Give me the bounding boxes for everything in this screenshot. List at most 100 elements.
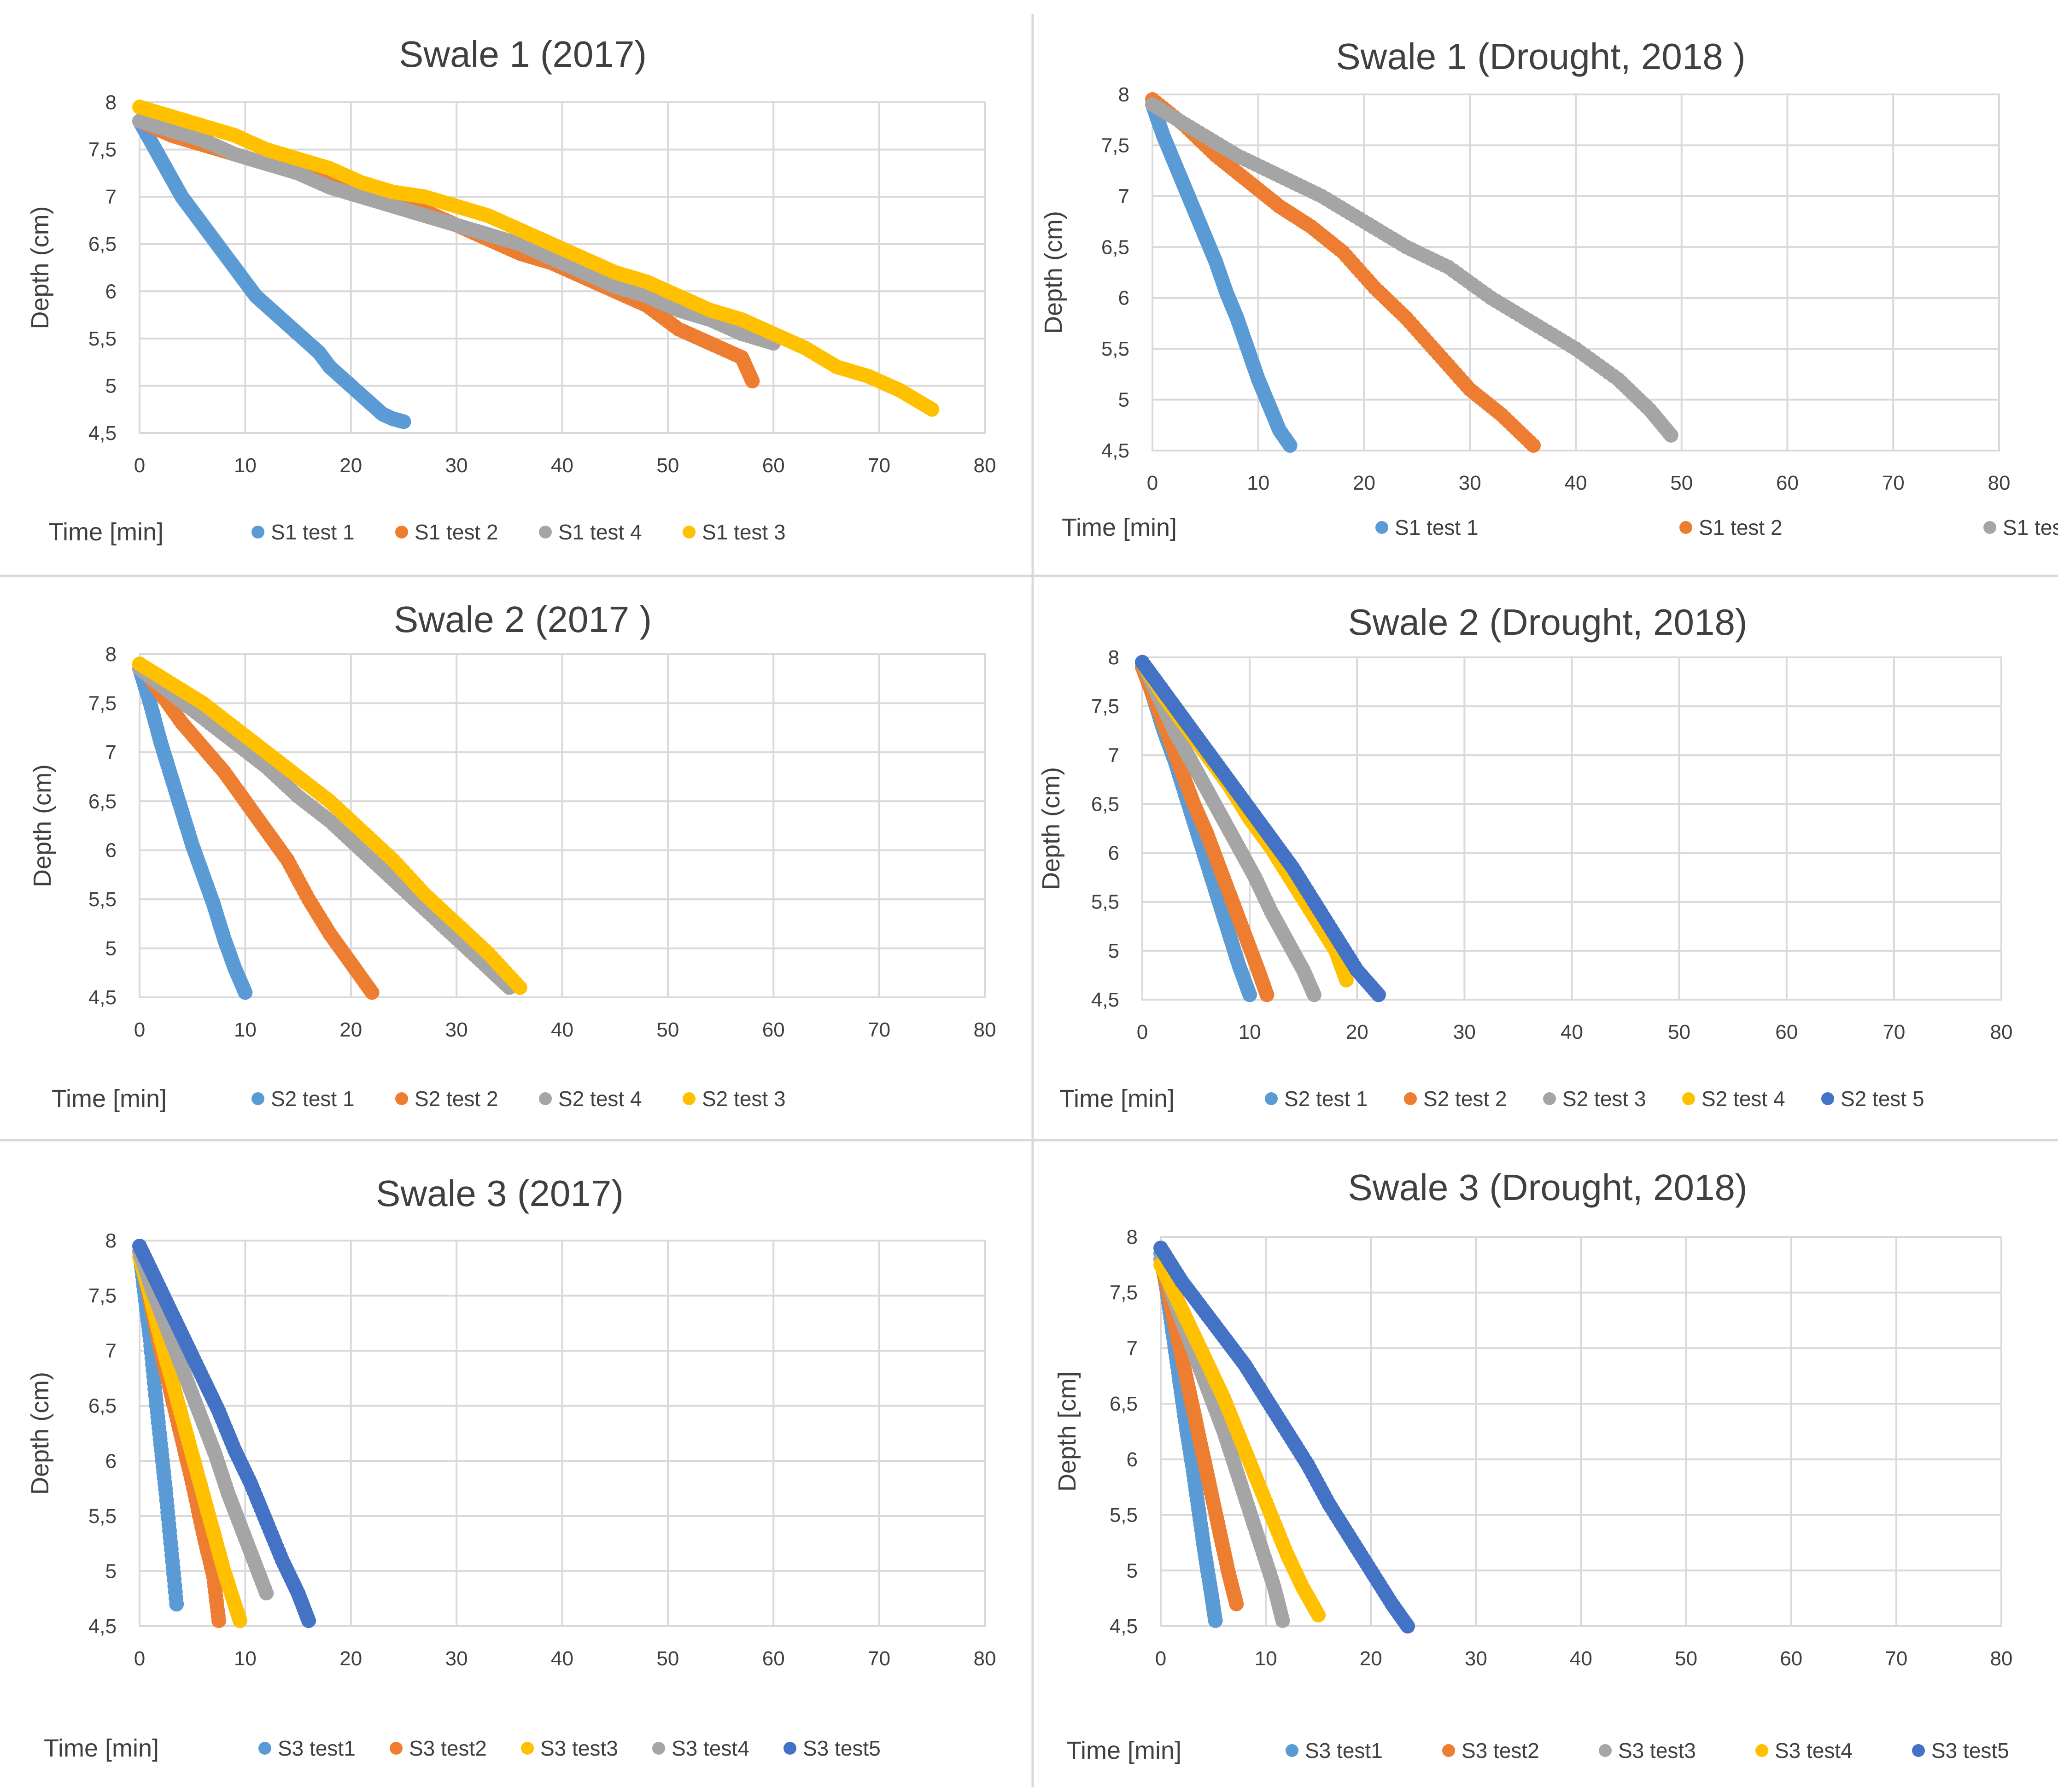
data-point xyxy=(924,402,940,417)
legend-label: S1 test 4 xyxy=(558,520,642,544)
legend-label: S3 test3 xyxy=(1618,1739,1696,1763)
x-tick-label: 50 xyxy=(1675,1647,1697,1670)
x-tick-label: 20 xyxy=(1346,1021,1368,1043)
plot-area xyxy=(139,101,986,434)
legend-label: S3 test5 xyxy=(803,1736,881,1760)
x-tick-label: 10 xyxy=(1247,472,1269,494)
x-tick-label: 50 xyxy=(656,454,679,477)
legend-label: S1 test 2 xyxy=(1699,515,1783,539)
legend-marker xyxy=(1286,1744,1298,1757)
y-axis-label: Depth (cm) xyxy=(1040,211,1067,334)
legend-label: S2 test 4 xyxy=(558,1087,642,1111)
legend-entry: S2 test 5 xyxy=(1821,1087,1924,1111)
x-tick-label: 0 xyxy=(134,1019,145,1041)
data-point xyxy=(396,414,411,429)
y-axis-label: Depth [cm] xyxy=(1053,1371,1081,1492)
legend-label: S2 test 3 xyxy=(1562,1087,1646,1111)
x-tick-label: 70 xyxy=(1883,1021,1905,1043)
x-tick-label: 30 xyxy=(445,1019,468,1041)
x-tick-label: 30 xyxy=(1453,1021,1476,1043)
series-2 xyxy=(1135,660,1275,1002)
data-point xyxy=(1339,972,1354,988)
data-point xyxy=(1259,987,1275,1002)
y-tick-label: 6 xyxy=(1118,287,1129,310)
x-tick-label: 80 xyxy=(1990,1021,2013,1043)
y-tick-label: 7,5 xyxy=(1110,1282,1138,1304)
x-tick-label: 60 xyxy=(762,1647,785,1670)
x-tick-label: 30 xyxy=(445,454,468,477)
data-point xyxy=(1275,1613,1290,1628)
y-tick-label: 6,5 xyxy=(1101,236,1129,258)
x-tick-label: 70 xyxy=(1885,1647,1907,1670)
legend-entry: S3 test2 xyxy=(390,1736,487,1760)
y-tick-label: 7 xyxy=(1118,185,1129,208)
legend-marker xyxy=(1679,521,1692,534)
y-tick-label: 8 xyxy=(1118,83,1129,106)
x-tick-label: 10 xyxy=(234,454,257,477)
data-point xyxy=(1208,1613,1223,1628)
legend-marker xyxy=(1599,1744,1612,1757)
x-tick-label: 80 xyxy=(1988,472,2011,494)
x-tick-label: 40 xyxy=(551,454,573,477)
x-tick-label: 60 xyxy=(1780,1647,1802,1670)
x-tick-label: 30 xyxy=(445,1647,468,1670)
legend-label: S3 test5 xyxy=(1931,1739,2009,1763)
legend-marker xyxy=(1404,1092,1417,1105)
y-tick-label: 6 xyxy=(1127,1448,1138,1471)
y-tick-label: 8 xyxy=(105,91,117,114)
legend-marker xyxy=(251,1092,264,1105)
y-tick-label: 7 xyxy=(105,741,117,764)
data-point xyxy=(1229,1596,1244,1611)
y-tick-label: 6,5 xyxy=(88,233,117,256)
plot-area xyxy=(1152,94,2000,451)
series-1 xyxy=(1145,97,1298,453)
y-tick-label: 8 xyxy=(105,643,117,666)
data-point xyxy=(238,985,253,1000)
y-axis-label: Depth (cm) xyxy=(26,206,54,329)
x-tick-label: 70 xyxy=(1882,472,1905,494)
x-tick-label: 0 xyxy=(1137,1021,1148,1043)
x-tick-label: 40 xyxy=(551,1647,573,1670)
y-tick-label: 6 xyxy=(105,1450,117,1472)
series-2 xyxy=(132,656,380,1000)
x-tick-label: 60 xyxy=(1775,1021,1798,1043)
y-tick-label: 4,5 xyxy=(1110,1615,1138,1638)
x-tick-label: 80 xyxy=(1990,1647,2013,1670)
legend-marker xyxy=(652,1742,665,1755)
legend-label: S1 test 1 xyxy=(1395,515,1479,539)
y-tick-label: 6 xyxy=(105,280,117,303)
legend-entry: S1 test 1 xyxy=(251,520,355,544)
x-tick-label: 20 xyxy=(1360,1647,1382,1670)
y-tick-label: 6 xyxy=(1108,842,1119,865)
legend-entry: S2 test 3 xyxy=(683,1087,786,1111)
legend-label: S3 test1 xyxy=(1305,1739,1383,1763)
legend-marker xyxy=(539,526,552,539)
chart-panel-1: Swale 1 (2017) 0 10 20 30 40 50 60 70 80 8 7,5 7 6,5 6… xyxy=(26,34,996,546)
x-axis-label: Time [min] xyxy=(1066,1737,1181,1764)
chart-title: Swale 3 (Drought, 2018) xyxy=(1348,1167,1747,1208)
y-tick-label: 7 xyxy=(1127,1337,1138,1359)
legend-entry: S2 test 1 xyxy=(251,1087,355,1111)
legend-marker xyxy=(395,1092,408,1105)
x-axis-label: Time [min] xyxy=(1059,1085,1175,1113)
y-tick-label: 4,5 xyxy=(88,986,117,1009)
y-tick-label: 4,5 xyxy=(88,1615,117,1638)
y-tick-label: 4,5 xyxy=(1101,439,1129,462)
legend-entry: S3 test2 xyxy=(1442,1739,1539,1763)
x-tick-label: 60 xyxy=(762,454,785,477)
chart-panel-2: Swale 1 (Drought, 2018 ) 0 10 20 30 40 50 60 70 8… xyxy=(1040,36,2058,541)
x-tick-label: 80 xyxy=(974,1647,996,1670)
legend-marker xyxy=(683,526,696,539)
legend-label: S1 test 2 xyxy=(415,520,498,544)
legend-label: S2 test 1 xyxy=(1284,1087,1368,1111)
legend-marker xyxy=(539,1092,552,1105)
legend-entry: S3 test4 xyxy=(1755,1739,1853,1763)
data-point xyxy=(259,1586,274,1601)
data-point xyxy=(1311,1607,1326,1622)
data-point xyxy=(745,374,760,389)
legend-marker xyxy=(521,1742,534,1755)
legend-entry: S3 test3 xyxy=(1599,1739,1696,1763)
series-2 xyxy=(1145,92,1541,453)
y-tick-label: 8 xyxy=(105,1230,117,1252)
